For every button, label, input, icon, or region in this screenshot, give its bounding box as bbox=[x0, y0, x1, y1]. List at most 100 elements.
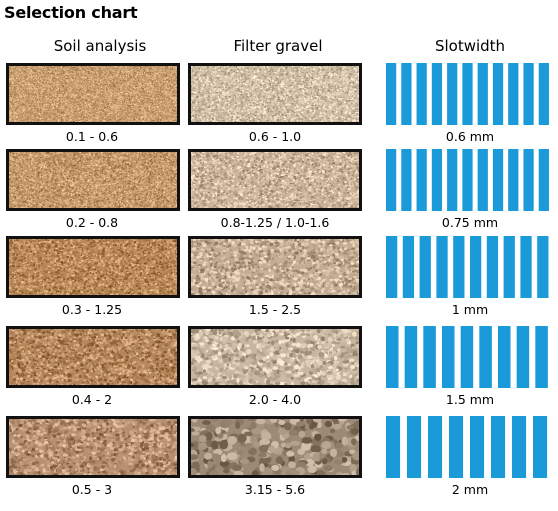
slot-bar bbox=[493, 63, 503, 125]
gravel-sample-swatch bbox=[188, 149, 362, 211]
gravel-texture bbox=[191, 239, 359, 295]
gravel-sample-swatch bbox=[188, 236, 362, 298]
soil-texture bbox=[9, 419, 177, 475]
gravel-texture bbox=[191, 152, 359, 208]
gravel-range-label: 1.5 - 2.5 bbox=[185, 302, 365, 317]
gravel-range-label: 3.15 - 5.6 bbox=[185, 482, 365, 497]
slot-bar bbox=[478, 149, 488, 211]
soil-texture bbox=[9, 239, 177, 295]
slot-width-graphic bbox=[386, 416, 554, 478]
slot-bar bbox=[491, 416, 505, 478]
header-slotwidth: Slotwidth bbox=[382, 37, 558, 55]
gravel-texture bbox=[191, 329, 359, 385]
slot-bar bbox=[449, 416, 463, 478]
slot-bars bbox=[386, 326, 554, 388]
slot-bar bbox=[447, 63, 457, 125]
gravel-sample-swatch bbox=[188, 63, 362, 125]
slot-bar bbox=[539, 63, 549, 125]
soil-texture bbox=[9, 329, 177, 385]
slot-bar bbox=[478, 63, 488, 125]
slot-width-label: 1 mm bbox=[380, 302, 558, 317]
slot-bar bbox=[386, 236, 397, 298]
slot-bar bbox=[447, 149, 457, 211]
slot-bar bbox=[523, 149, 533, 211]
slot-bar bbox=[432, 149, 442, 211]
soil-sample-swatch bbox=[6, 149, 180, 211]
soil-range-label: 0.1 - 0.6 bbox=[2, 129, 182, 144]
soil-range-label: 0.5 - 3 bbox=[2, 482, 182, 497]
slot-bar bbox=[523, 63, 533, 125]
gravel-sample-swatch bbox=[188, 326, 362, 388]
slot-bar bbox=[442, 326, 455, 388]
slot-bar bbox=[403, 236, 414, 298]
slot-width-graphic bbox=[386, 63, 554, 125]
slot-bar bbox=[479, 326, 492, 388]
slot-bar bbox=[533, 416, 547, 478]
header-filter-gravel: Filter gravel bbox=[188, 37, 368, 55]
chart-title: Selection chart bbox=[4, 3, 138, 22]
slot-bar bbox=[386, 326, 399, 388]
soil-sample-swatch bbox=[6, 63, 180, 125]
slot-bar bbox=[517, 326, 530, 388]
slot-width-graphic bbox=[386, 236, 554, 298]
slot-bar bbox=[423, 326, 436, 388]
gravel-range-label: 0.6 - 1.0 bbox=[185, 129, 365, 144]
header-soil-analysis: Soil analysis bbox=[10, 37, 190, 55]
gravel-texture bbox=[191, 419, 359, 475]
gravel-sample-swatch bbox=[188, 416, 362, 478]
slot-bar bbox=[436, 236, 447, 298]
slot-bar bbox=[504, 236, 515, 298]
slot-bars bbox=[386, 236, 554, 298]
slot-bar bbox=[487, 236, 498, 298]
slot-bar bbox=[405, 326, 418, 388]
slot-bar bbox=[512, 416, 526, 478]
slot-bar bbox=[520, 236, 531, 298]
slot-width-label: 0.6 mm bbox=[380, 129, 558, 144]
slot-bar bbox=[420, 236, 431, 298]
slot-bar bbox=[470, 236, 481, 298]
slot-bar bbox=[428, 416, 442, 478]
slot-bar bbox=[432, 63, 442, 125]
soil-sample-swatch bbox=[6, 326, 180, 388]
slot-bars bbox=[386, 416, 554, 478]
slot-bar bbox=[407, 416, 421, 478]
slot-bar bbox=[417, 149, 427, 211]
slot-bar bbox=[508, 63, 518, 125]
soil-sample-swatch bbox=[6, 236, 180, 298]
slot-bar bbox=[493, 149, 503, 211]
slot-bar bbox=[386, 149, 396, 211]
gravel-range-label: 2.0 - 4.0 bbox=[185, 392, 365, 407]
soil-texture bbox=[9, 152, 177, 208]
slot-bar bbox=[537, 236, 548, 298]
soil-range-label: 0.4 - 2 bbox=[2, 392, 182, 407]
slot-bar bbox=[462, 149, 472, 211]
slot-width-label: 0.75 mm bbox=[380, 215, 558, 230]
soil-texture bbox=[9, 66, 177, 122]
slot-bars bbox=[386, 149, 554, 211]
gravel-range-label: 0.8-1.25 / 1.0-1.6 bbox=[185, 215, 365, 230]
slot-width-label: 2 mm bbox=[380, 482, 558, 497]
slot-bar bbox=[401, 63, 411, 125]
slot-bar bbox=[498, 326, 511, 388]
slot-bar bbox=[461, 326, 474, 388]
slot-bar bbox=[386, 63, 396, 125]
soil-range-label: 0.2 - 0.8 bbox=[2, 215, 182, 230]
slot-bar bbox=[462, 63, 472, 125]
gravel-texture bbox=[191, 66, 359, 122]
slot-bar bbox=[417, 63, 427, 125]
slot-bar bbox=[386, 416, 400, 478]
soil-sample-swatch bbox=[6, 416, 180, 478]
slot-bars bbox=[386, 63, 554, 125]
slot-width-graphic bbox=[386, 149, 554, 211]
slot-bar bbox=[539, 149, 549, 211]
slot-bar bbox=[508, 149, 518, 211]
slot-bar bbox=[453, 236, 464, 298]
slot-bar bbox=[470, 416, 484, 478]
slot-width-label: 1.5 mm bbox=[380, 392, 558, 407]
soil-range-label: 0.3 - 1.25 bbox=[2, 302, 182, 317]
